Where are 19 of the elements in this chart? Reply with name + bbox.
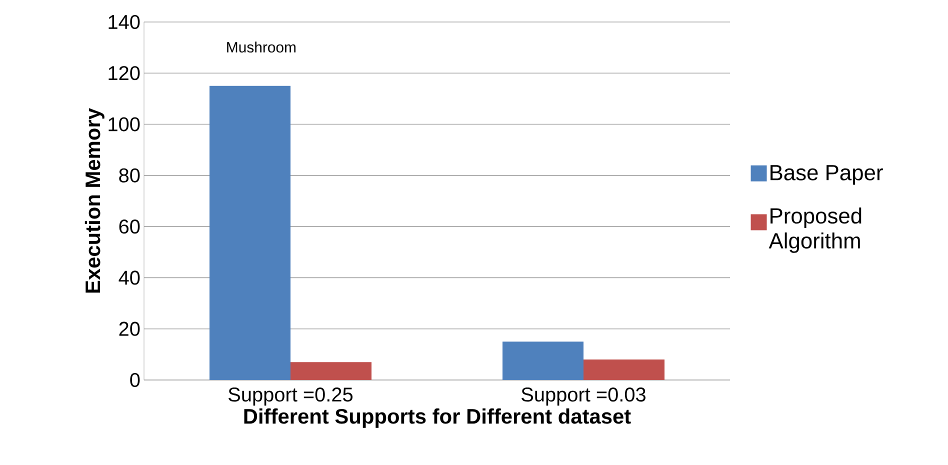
legend-label: Proposed Algorithm — [768, 208, 862, 253]
y-axis-title: Execution Memory — [84, 108, 104, 293]
x-axis-title: Different Supports for Different dataset — [244, 408, 631, 428]
y-tick-label: 40 — [118, 270, 140, 285]
bar — [210, 86, 291, 380]
y-tick-label: 20 — [119, 322, 140, 336]
bar — [502, 342, 584, 380]
y-tick-label: 80 — [119, 168, 140, 182]
y-tick-label: 120 — [108, 66, 140, 80]
x-tick-label: Support =0.03 — [522, 388, 646, 406]
x-tick-label: Support =0.25 — [228, 388, 353, 406]
y-tick-label: 140 — [108, 14, 140, 30]
bar — [584, 360, 665, 380]
bar — [290, 362, 372, 380]
legend-label: Base Paper — [770, 165, 883, 185]
y-tick-label: 0 — [130, 372, 140, 388]
y-tick-label: 100 — [108, 117, 140, 132]
y-tick-label: 60 — [119, 220, 140, 234]
annotation: Mushroom — [227, 42, 296, 53]
